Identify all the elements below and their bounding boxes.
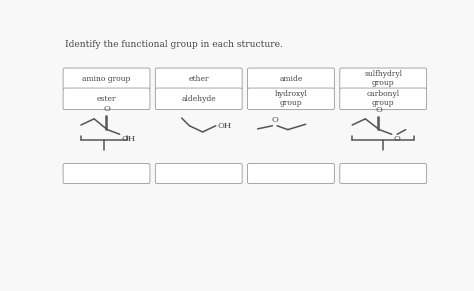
Text: amide: amide bbox=[279, 75, 303, 83]
FancyBboxPatch shape bbox=[155, 68, 242, 90]
FancyBboxPatch shape bbox=[340, 68, 427, 90]
Text: OH: OH bbox=[218, 122, 232, 130]
Text: sulfhydryl
group: sulfhydryl group bbox=[364, 70, 402, 87]
Text: amino group: amino group bbox=[82, 75, 131, 83]
FancyBboxPatch shape bbox=[340, 164, 427, 184]
FancyBboxPatch shape bbox=[340, 88, 427, 110]
FancyBboxPatch shape bbox=[63, 68, 150, 90]
FancyBboxPatch shape bbox=[63, 88, 150, 110]
FancyBboxPatch shape bbox=[155, 164, 242, 184]
FancyBboxPatch shape bbox=[247, 164, 334, 184]
Text: aldehyde: aldehyde bbox=[182, 95, 216, 103]
Text: O: O bbox=[104, 105, 111, 113]
Text: Identify the functional group in each structure.: Identify the functional group in each st… bbox=[65, 40, 283, 49]
FancyBboxPatch shape bbox=[63, 164, 150, 184]
Text: O: O bbox=[376, 106, 383, 114]
Text: carbonyl
group: carbonyl group bbox=[366, 90, 400, 107]
Text: hydroxyl
group: hydroxyl group bbox=[274, 90, 308, 107]
FancyBboxPatch shape bbox=[247, 68, 334, 90]
Text: OH: OH bbox=[121, 135, 136, 143]
Text: ether: ether bbox=[189, 75, 209, 83]
Text: O: O bbox=[393, 135, 400, 143]
Text: ester: ester bbox=[97, 95, 116, 103]
FancyBboxPatch shape bbox=[247, 88, 334, 110]
Text: O: O bbox=[271, 116, 278, 124]
FancyBboxPatch shape bbox=[155, 88, 242, 110]
